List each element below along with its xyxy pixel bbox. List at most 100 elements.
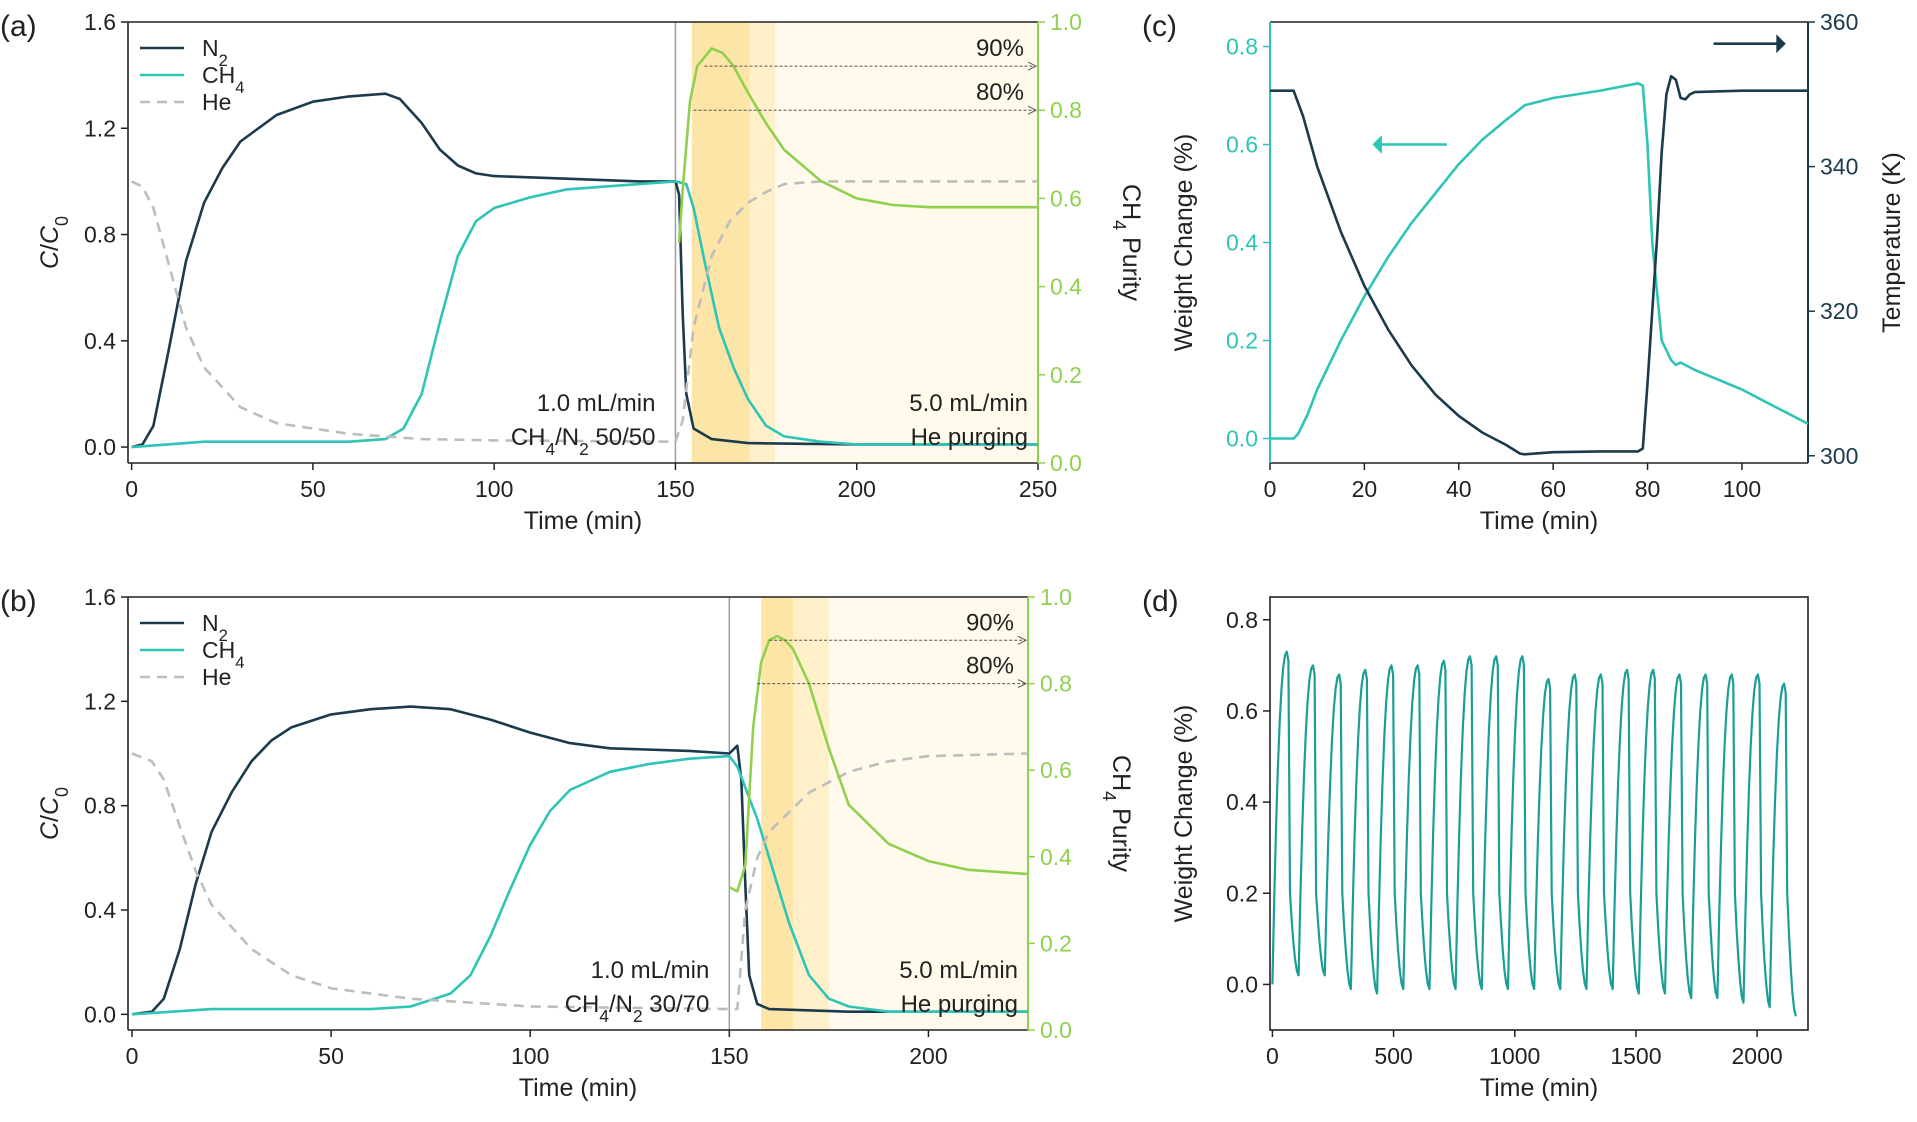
y2-tick-label: 320 xyxy=(1820,298,1858,324)
panel-d: 0 500 1000 1500 2000 0.0 0.2 0.4 0.6 0.8 Time (min… xyxy=(1142,585,1809,1102)
panel-label: (a) xyxy=(0,10,37,43)
panel-a: 0 50 100 150 200 2500.00.40.81.21.60.00.20.40… xyxy=(0,9,1145,535)
threshold-label: 90% xyxy=(976,35,1024,62)
x-tick-label: 80 xyxy=(1635,476,1661,502)
y-axis-label: C/C0 xyxy=(36,216,72,269)
y-tick-label: 0.8 xyxy=(1226,34,1258,60)
series-n2 xyxy=(131,92,1038,449)
y-tick-label: 0.2 xyxy=(1226,328,1258,354)
x-tick-label: 60 xyxy=(1540,476,1566,502)
threshold-arrowhead xyxy=(1027,61,1038,71)
y2-tick-label: 0.8 xyxy=(1050,97,1082,123)
y2-tick-label: 0.6 xyxy=(1050,185,1082,211)
y2-tick-label: 0.6 xyxy=(1040,757,1072,783)
y-axis-label: C/C0 xyxy=(36,787,72,840)
panel-b: 0 50 100 150 200 0.0 0.4 0.8 1.2 1.6 0.0 0.2 0.4 0.6 0… xyxy=(0,584,1135,1102)
y-tick-label: 0.6 xyxy=(1226,132,1258,158)
threshold-arrowhead xyxy=(1017,635,1028,645)
y-axis-label: Weight Change (%) xyxy=(1170,705,1198,923)
panel-label: (d) xyxy=(1142,585,1179,618)
legend-entry: He xyxy=(202,89,231,115)
y2-tick-label: 0.4 xyxy=(1050,274,1082,300)
x-tick-label: 200 xyxy=(838,476,876,502)
shaded-band xyxy=(828,597,1028,1030)
x-tick-label: 150 xyxy=(710,1043,748,1069)
y2-tick-label: 1.0 xyxy=(1040,584,1072,610)
y2-axis-label: CH4 Purity xyxy=(1109,184,1145,301)
x-tick-label: 100 xyxy=(475,476,513,502)
threshold-arrowhead xyxy=(1027,105,1038,115)
x-tick-label: 20 xyxy=(1352,476,1378,502)
series-ch4-purity xyxy=(728,634,1029,893)
y-tick-label: 0.2 xyxy=(1226,880,1258,906)
series-temperature xyxy=(1270,74,1808,456)
legend-entry: CH4 xyxy=(202,637,244,672)
right-arrow-head xyxy=(1776,34,1786,54)
y-tick-label: 1.2 xyxy=(84,115,116,141)
x-tick-label: 0 xyxy=(1264,476,1277,502)
y-tick-label: 0.8 xyxy=(1226,607,1258,633)
left-arrow-head xyxy=(1372,135,1382,154)
x-tick-label: 0 xyxy=(1266,1043,1279,1069)
x-tick-label: 150 xyxy=(656,476,694,502)
purge-annotation: He purging xyxy=(911,424,1028,451)
threshold-label: 80% xyxy=(966,653,1014,680)
y2-tick-label: 0.2 xyxy=(1040,930,1072,956)
y2-tick-label: 1.0 xyxy=(1050,9,1082,35)
x-axis-label: Time (min) xyxy=(524,507,643,535)
x-tick-label: 100 xyxy=(1723,476,1761,502)
y2-tick-label: 0.4 xyxy=(1040,844,1072,870)
plot-frame xyxy=(1269,596,1809,1031)
shaded-band xyxy=(761,597,778,1030)
y-tick-label: 0.6 xyxy=(1226,698,1258,724)
x-tick-label: 500 xyxy=(1374,1043,1412,1069)
y-tick-label: 0.8 xyxy=(84,793,116,819)
series-ch4-purity xyxy=(677,47,1038,243)
y-axis-label: Weight Change (%) xyxy=(1170,134,1198,352)
y2-tick-label: 360 xyxy=(1820,9,1858,35)
feed-annotation: CH4/N2 30/70 xyxy=(565,991,710,1026)
y-tick-label: 0.0 xyxy=(1226,971,1258,997)
x-tick-label: 1500 xyxy=(1610,1043,1661,1069)
series-ch4 xyxy=(131,180,1038,449)
legend-entry: He xyxy=(202,664,231,690)
y-tick-label: 1.2 xyxy=(84,688,116,714)
y-tick-label: 0.8 xyxy=(84,222,116,248)
x-tick-label: 100 xyxy=(511,1043,549,1069)
y2-tick-label: 0.8 xyxy=(1040,671,1072,697)
y2-tick-label: 0.2 xyxy=(1050,362,1082,388)
y2-tick-label: 300 xyxy=(1820,443,1858,469)
series-he xyxy=(131,752,1029,1011)
y-tick-label: 0.4 xyxy=(84,328,116,354)
shaded-band xyxy=(793,597,829,1030)
y-tick-label: 0.0 xyxy=(1226,426,1258,452)
y-tick-label: 0.4 xyxy=(1226,789,1258,815)
y-tick-label: 0.0 xyxy=(84,1001,116,1027)
threshold-label: 80% xyxy=(976,79,1024,106)
y-tick-label: 1.6 xyxy=(84,9,116,35)
x-axis-label: Time (min) xyxy=(1480,1074,1599,1102)
series-n2 xyxy=(131,705,1028,1016)
threshold-label: 90% xyxy=(966,609,1014,636)
feed-annotation: CH4/N2 50/50 xyxy=(511,424,656,459)
y2-axis-label: CH4 Purity xyxy=(1099,755,1135,872)
shaded-band xyxy=(749,22,776,463)
shaded-band xyxy=(775,22,1038,463)
x-tick-label: 250 xyxy=(1019,476,1057,502)
series-he xyxy=(131,180,1038,443)
feed-annotation: 1.0 mL/min xyxy=(591,957,710,984)
panel-c: 0 20 40 60 80 100 0.0 0.2 0.4 0.6 0.8 300 320 340 360 T… xyxy=(1142,9,1906,535)
shaded-band xyxy=(777,597,794,1030)
y-tick-label: 0.4 xyxy=(1226,230,1258,256)
x-tick-label: 2000 xyxy=(1732,1043,1783,1069)
y2-tick-label: 0.0 xyxy=(1040,1017,1072,1043)
threshold-arrowhead xyxy=(1017,679,1028,689)
x-tick-label: 0 xyxy=(125,476,138,502)
x-tick-label: 200 xyxy=(909,1043,947,1069)
y2-axis-label: Temperature (K) xyxy=(1878,152,1906,333)
y-tick-label: 0.0 xyxy=(84,434,116,460)
panel-label: (b) xyxy=(0,585,37,618)
legend-entry: N2 xyxy=(202,610,228,645)
x-tick-label: 50 xyxy=(300,476,326,502)
